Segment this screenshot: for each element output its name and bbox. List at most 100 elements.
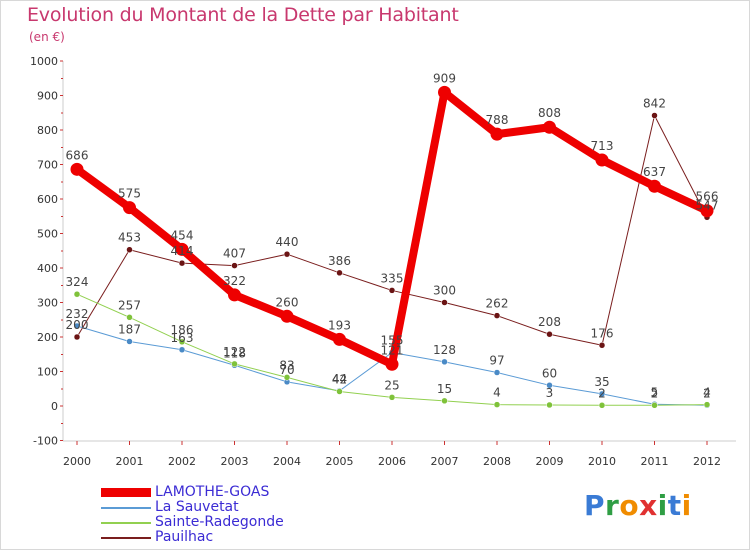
data-point-pauilhac (598, 342, 606, 349)
data-label-pauilhac: 335 (381, 271, 404, 285)
x-tick-label: 2001 (116, 455, 144, 468)
data-label-sainte-radegonde: 3 (546, 386, 554, 400)
data-point-la-sauvetat (73, 322, 81, 330)
data-label-la-sauvetat: 60 (542, 366, 557, 380)
data-point-sainte-radegonde (703, 401, 711, 408)
data-label-lamothe-goas: 909 (433, 71, 456, 85)
logo-letter: o (619, 489, 640, 522)
data-label-lamothe-goas: 193 (328, 318, 351, 332)
legend-label-pauilhac: Pauilhac (155, 529, 214, 545)
legend-label-sainte-radegonde: Sainte-Radegonde (155, 514, 284, 530)
data-point-pauilhac (546, 330, 553, 338)
x-tick-label: 2000 (63, 455, 91, 468)
data-label-sainte-radegonde: 83 (279, 358, 294, 372)
data-point-sainte-radegonde (73, 290, 81, 298)
y-tick-label: 500 (37, 228, 58, 241)
data-point-lamothe-goas (175, 242, 189, 256)
legend-swatch-pauilhac (101, 536, 151, 539)
data-label-sainte-radegonde: 42 (332, 373, 347, 387)
legend-swatch-la-sauvetat (101, 506, 151, 509)
data-label-lamothe-goas: 808 (538, 106, 561, 120)
data-label-lamothe-goas: 322 (223, 274, 246, 288)
data-point-sainte-radegonde (651, 402, 658, 409)
data-label-pauilhac: 407 (223, 247, 246, 261)
x-tick-label: 2010 (588, 455, 616, 468)
data-label-lamothe-goas: 713 (591, 139, 614, 153)
y-tick-label: 0 (51, 400, 58, 413)
data-label-sainte-radegonde: 186 (171, 323, 194, 337)
data-label-la-sauvetat: 128 (433, 343, 456, 357)
data-label-la-sauvetat: 118 (223, 346, 246, 360)
data-point-sainte-radegonde (283, 374, 291, 381)
y-tick-label: 900 (37, 90, 58, 103)
data-point-lamothe-goas (333, 332, 346, 346)
logo-letter: i (681, 489, 692, 522)
data-label-pauilhac: 300 (433, 284, 456, 298)
data-point-la-sauvetat (598, 390, 606, 398)
proxiti-logo: Proxiti (584, 489, 692, 522)
data-label-pauilhac: 208 (538, 315, 561, 329)
data-label-pauilhac: 262 (486, 297, 509, 311)
data-point-lamothe-goas (543, 120, 556, 134)
data-point-la-sauvetat (441, 358, 448, 366)
y-tick-label: 1000 (30, 55, 58, 68)
data-label-lamothe-goas: 566 (696, 190, 719, 204)
data-point-lamothe-goas (595, 153, 609, 167)
data-label-la-sauvetat: 70 (279, 363, 294, 377)
y-tick-label: 400 (37, 262, 58, 275)
data-label-sainte-radegonde: 2 (598, 386, 606, 400)
x-tick-label: 2008 (483, 455, 511, 468)
y-tick-label: 100 (37, 366, 58, 379)
data-label-la-sauvetat: 5 (651, 385, 659, 399)
chart-subtitle: (en €) (29, 30, 65, 44)
data-point-sainte-radegonde (441, 397, 448, 405)
data-point-pauilhac (73, 333, 81, 341)
data-point-sainte-radegonde (388, 394, 396, 401)
data-label-pauilhac: 200 (66, 318, 89, 332)
data-point-lamothe-goas (700, 204, 714, 218)
data-point-pauilhac (651, 112, 658, 119)
data-point-sainte-radegonde (546, 401, 553, 409)
data-label-lamothe-goas: 575 (118, 187, 141, 201)
logo-letter: P (584, 489, 606, 522)
data-label-sainte-radegonde: 257 (118, 298, 141, 312)
data-label-sainte-radegonde: 2 (651, 386, 659, 400)
legend-swatch-sainte-radegonde (101, 521, 151, 524)
x-tick-label: 2007 (431, 455, 459, 468)
data-label-la-sauvetat: 2 (703, 386, 711, 400)
data-point-sainte-radegonde (178, 338, 186, 346)
data-label-sainte-radegonde: 15 (437, 382, 452, 396)
logo-letter: r (605, 489, 620, 522)
data-label-pauilhac: 176 (591, 326, 614, 340)
data-point-la-sauvetat (493, 369, 501, 376)
legend-label-lamothe-goas: LAMOTHE-GOAS (155, 484, 270, 500)
data-label-lamothe-goas: 454 (171, 228, 194, 242)
data-label-sainte-radegonde: 122 (223, 345, 246, 359)
data-label-sainte-radegonde: 25 (384, 378, 399, 392)
data-label-la-sauvetat: 44 (332, 372, 347, 386)
data-label-la-sauvetat: 163 (171, 331, 194, 345)
y-tick-label: 600 (37, 193, 58, 206)
x-tick-label: 2003 (221, 455, 249, 468)
data-label-pauilhac: 453 (118, 231, 141, 245)
data-point-pauilhac (231, 262, 238, 269)
data-label-lamothe-goas: 260 (276, 295, 299, 309)
y-tick-label: 800 (37, 124, 58, 137)
data-point-lamothe-goas (123, 201, 136, 215)
data-label-sainte-radegonde: 4 (703, 386, 711, 400)
data-point-sainte-radegonde (493, 401, 501, 408)
data-label-lamothe-goas: 686 (66, 148, 89, 162)
legend-swatch-lamothe-goas (101, 488, 151, 497)
data-label-pauilhac: 547 (696, 198, 719, 212)
chart-lines (70, 85, 714, 409)
logo-letter: x (639, 489, 658, 522)
data-point-sainte-radegonde (598, 402, 606, 409)
logo-letter: t (667, 489, 682, 522)
x-tick-label: 2006 (378, 455, 406, 468)
x-tick-label: 2009 (536, 455, 564, 468)
data-label-la-sauvetat: 155 (381, 334, 404, 348)
data-point-lamothe-goas (228, 288, 241, 302)
y-tick-label: 300 (37, 297, 58, 310)
data-label-pauilhac: 842 (643, 97, 666, 111)
